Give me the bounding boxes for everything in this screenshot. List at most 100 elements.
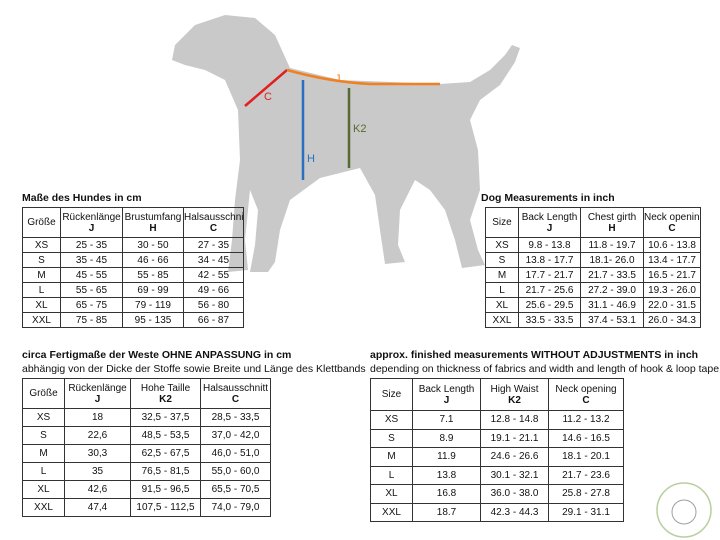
value-cell: 18.1 - 20.1 (548, 447, 624, 467)
size-cell: S (22, 426, 65, 445)
table-subtitle: abhängig von der Dicke der Stoffe sowie … (22, 363, 366, 375)
value-cell: 75 - 85 (60, 312, 123, 328)
value-cell: 66 - 87 (183, 312, 244, 328)
table-row: L 55 - 65 69 - 99 49 - 66 (22, 282, 244, 298)
header-label: Neck opening (644, 211, 701, 223)
size-cell: XXL (485, 312, 519, 328)
header-cell: Size (485, 207, 519, 238)
value-cell: 21.7 - 23.6 (548, 465, 624, 485)
header-cell: Rückenlänge J (60, 207, 123, 238)
size-cell: XS (22, 237, 61, 253)
value-cell: 19.1 - 21.1 (480, 428, 549, 448)
size-cell: L (22, 462, 65, 481)
size-cell: L (370, 465, 413, 485)
header-cell: Size (370, 378, 413, 411)
value-cell: 37,0 - 42,0 (200, 426, 271, 445)
table-row: S 13.8 - 17.7 18.1- 26.0 13.4 - 17.7 (485, 252, 701, 268)
value-cell: 95 - 135 (122, 312, 184, 328)
value-cell: 33.5 - 33.5 (518, 312, 581, 328)
value-cell: 32,5 - 37,5 (130, 408, 201, 427)
header-code: J (546, 222, 553, 234)
header-cell: Neck opening C (548, 378, 624, 411)
value-cell: 49 - 66 (183, 282, 244, 298)
value-cell: 36.0 - 38.0 (480, 484, 549, 504)
value-cell: 22,6 (64, 426, 131, 445)
header-label: Rückenlänge (68, 382, 127, 394)
value-cell: 47,4 (64, 498, 131, 517)
value-cell: 10.6 - 13.8 (643, 237, 701, 253)
header-label: Halsausschnitt (184, 211, 244, 223)
table-title: Dog Measurements in inch (481, 192, 615, 204)
label-k2: K2 (353, 123, 366, 135)
table-block: Maße des Hundes in cm Größe Rückenlänge J Br… (22, 192, 244, 328)
label-h: H (307, 153, 315, 165)
header-cell: Halsausschnitt C (200, 378, 271, 409)
value-cell: 62,5 - 67,5 (130, 444, 201, 463)
value-cell: 55 - 65 (60, 282, 123, 298)
table-row: S 35 - 45 46 - 66 34 - 45 (22, 252, 244, 268)
value-cell: 9.8 - 13.8 (518, 237, 581, 253)
table-row: XXL 18.7 42.3 - 44.3 29.1 - 31.1 (370, 502, 624, 522)
size-cell: XS (485, 237, 519, 253)
value-cell: 16.8 (412, 484, 481, 504)
value-cell: 56 - 80 (183, 297, 244, 313)
header-label: Back Length (418, 383, 475, 395)
neck-line (244, 69, 288, 107)
header-code: K2 (508, 394, 521, 406)
value-cell: 34 - 45 (183, 252, 244, 268)
value-cell: 13.8 - 17.7 (518, 252, 581, 268)
value-cell: 29.1 - 31.1 (548, 502, 624, 522)
table-row: M 11.9 24.6 - 26.6 18.1 - 20.1 (370, 447, 624, 467)
table: Größe Rückenlänge J Hohe Taille K2 Halsaussch… (22, 378, 271, 517)
table-row: XS 9.8 - 13.8 11.8 - 19.7 10.6 - 13.8 (485, 237, 701, 253)
header-code: H (608, 222, 616, 234)
header-label: Halsausschnitt (202, 382, 269, 394)
value-cell: 17.7 - 21.7 (518, 267, 581, 283)
value-cell: 11.2 - 13.2 (548, 410, 624, 430)
label-c: C (264, 91, 272, 103)
header-label: Neck opening (555, 383, 617, 395)
value-cell: 91,5 - 96,5 (130, 480, 201, 499)
value-cell: 45 - 55 (60, 267, 123, 283)
size-cell: S (22, 252, 61, 268)
value-cell: 24.6 - 26.6 (480, 447, 549, 467)
header-row: Größe Rückenlänge J Hohe Taille K2 Halsaussch… (22, 378, 271, 409)
value-cell: 42.3 - 44.3 (480, 502, 549, 522)
table-row: XXL 47,4 107,5 - 112,5 74,0 - 79,0 (22, 498, 271, 517)
value-cell: 27.2 - 39.0 (580, 282, 644, 298)
size-cell: L (485, 282, 519, 298)
size-cell: M (370, 447, 413, 467)
header-label: Back Length (521, 211, 578, 223)
value-cell: 11.9 (412, 447, 481, 467)
header-cell: High Waist K2 (480, 378, 549, 411)
value-cell: 12.8 - 14.8 (480, 410, 549, 430)
header-cell: Back Length J (412, 378, 481, 411)
header-cell: Rückenlänge J (64, 378, 131, 409)
table-row: S 22,6 48,5 - 53,5 37,0 - 42,0 (22, 426, 271, 445)
table-title: approx. finished measurements WITHOUT AD… (370, 349, 699, 361)
size-cell: XL (22, 297, 61, 313)
value-cell: 74,0 - 79,0 (200, 498, 271, 517)
header-code: C (231, 393, 240, 405)
value-cell: 46,0 - 51,0 (200, 444, 271, 463)
value-cell: 30 - 50 (122, 237, 184, 253)
header-label: Chest girth (587, 211, 637, 223)
table-row: M 45 - 55 55 - 85 42 - 55 (22, 267, 244, 283)
value-cell: 46 - 66 (122, 252, 184, 268)
value-cell: 69 - 99 (122, 282, 184, 298)
value-cell: 14.6 - 16.5 (548, 428, 624, 448)
table-row: XXL 75 - 85 95 - 135 66 - 87 (22, 312, 244, 328)
value-cell: 25 - 35 (60, 237, 123, 253)
value-cell: 55,0 - 60,0 (200, 462, 271, 481)
header-code: J (443, 394, 450, 406)
value-cell: 18.1- 26.0 (580, 252, 644, 268)
dog-silhouette (172, 15, 520, 272)
header-cell: Back Length J (518, 207, 581, 238)
value-cell: 37.4 - 53.1 (580, 312, 644, 328)
value-cell: 28,5 - 33,5 (200, 408, 271, 427)
size-cell: XXL (370, 502, 413, 522)
table-block: circa Fertigmaße der Weste OHNE ANPASSUN… (22, 349, 366, 517)
table-row: L 35 76,5 - 81,5 55,0 - 60,0 (22, 462, 271, 481)
header-label: Hohe Taille (140, 382, 191, 394)
